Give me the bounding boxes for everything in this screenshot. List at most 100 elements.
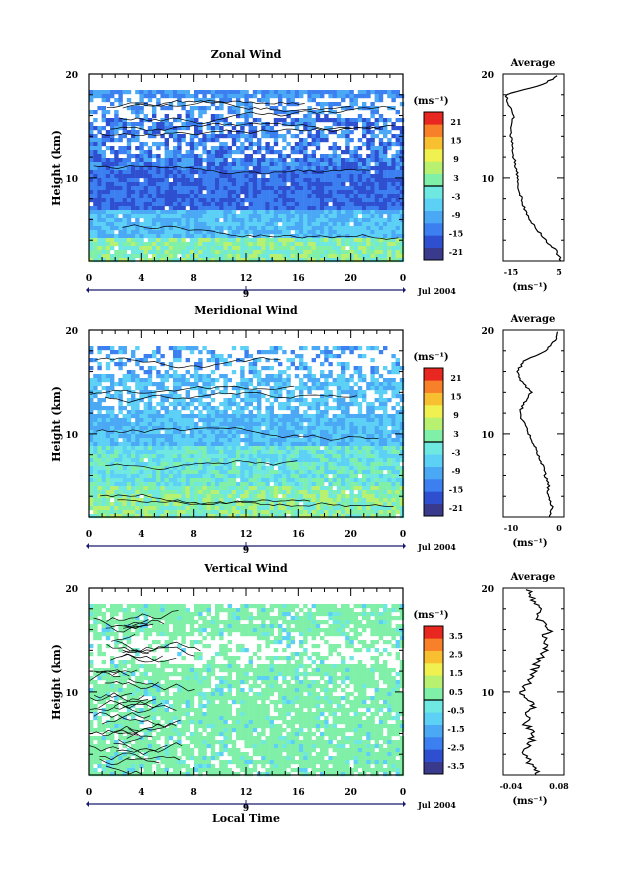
heatmap-cell — [185, 450, 190, 455]
heatmap-cell — [131, 482, 136, 487]
heatmap-cell — [320, 190, 325, 195]
heatmap-cell — [366, 234, 371, 239]
heatmap-cell — [152, 226, 157, 231]
heatmap-cell — [378, 382, 384, 387]
heatmap-cell — [177, 410, 182, 415]
heatmap-cell — [105, 410, 111, 415]
heatmap-cell — [156, 478, 161, 483]
heatmap-cell — [110, 406, 115, 411]
heatmap-cell — [336, 450, 342, 455]
heatmap-cell — [370, 442, 375, 447]
heatmap-cell — [282, 206, 287, 211]
heatmap-cell — [286, 442, 291, 447]
heatmap-cell — [223, 178, 228, 183]
heatmap-cell — [110, 470, 115, 475]
heatmap-cell — [202, 250, 207, 255]
heatmap-cell — [210, 398, 216, 403]
heatmap-cell — [110, 230, 115, 235]
heatmap-cell — [332, 150, 337, 155]
heatmap-cell — [299, 206, 304, 211]
heatmap-cell — [366, 166, 371, 171]
heatmap-cell — [315, 410, 321, 415]
heatmap-cell — [206, 446, 211, 451]
heatmap-cell — [110, 150, 115, 155]
heatmap-cell — [97, 426, 102, 431]
heatmap-cell — [177, 490, 182, 495]
heatmap-cell — [231, 186, 237, 191]
heatmap-cell — [236, 134, 241, 139]
heatmap-cell — [198, 462, 203, 467]
heatmap-cell — [391, 230, 396, 235]
heatmap-cell — [147, 214, 153, 219]
heatmap-cell — [324, 114, 329, 119]
heatmap-cell — [366, 202, 371, 207]
heatmap-cell — [231, 490, 237, 495]
heatmap-cell — [273, 162, 279, 167]
heatmap-cell — [353, 482, 358, 487]
heatmap-cell — [160, 246, 165, 251]
heatmap-cell — [105, 230, 111, 235]
heatmap-cell — [349, 166, 354, 171]
heatmap-cell — [383, 486, 388, 491]
heatmap-cell — [357, 410, 363, 415]
heatmap-cell — [236, 250, 241, 255]
heatmap-cell — [294, 426, 300, 431]
heatmap-cell — [194, 378, 199, 383]
heatmap-cell — [206, 466, 211, 471]
heatmap-cell — [101, 214, 106, 219]
heatmap-cell — [307, 482, 312, 487]
heatmap-cell — [147, 454, 153, 459]
heatmap-cell — [143, 254, 148, 259]
heatmap-cell — [362, 482, 367, 487]
heatmap-cell — [131, 214, 136, 219]
heatmap-cell — [324, 206, 329, 211]
heatmap-cell — [294, 202, 300, 207]
heatmap-cell — [282, 422, 287, 427]
x-tick-label: 16 — [292, 274, 305, 284]
heatmap-cell — [374, 122, 379, 127]
heatmap-cell — [101, 378, 106, 383]
heatmap-cell — [357, 254, 363, 259]
heatmap-cell — [261, 382, 266, 387]
heatmap-cell — [101, 194, 106, 199]
heatmap-cell — [286, 102, 291, 107]
heatmap-cell — [160, 202, 165, 207]
heatmap-cell — [156, 410, 161, 415]
heatmap-cell — [290, 170, 295, 175]
heatmap-cell — [131, 122, 136, 127]
heatmap-cell — [147, 150, 153, 155]
heatmap-cell — [118, 382, 123, 387]
heatmap-cell — [143, 418, 148, 423]
heatmap-cell — [110, 158, 115, 163]
heatmap-cell — [215, 214, 220, 219]
heatmap-cell — [336, 438, 342, 443]
heatmap-cell — [185, 194, 190, 199]
heatmap-cell — [374, 146, 379, 151]
heatmap-cell — [336, 462, 342, 467]
heatmap-cell — [290, 226, 295, 231]
heatmap-cell — [168, 250, 174, 255]
heatmap-cell — [273, 198, 279, 203]
heatmap-cell — [97, 94, 102, 99]
heatmap-cell — [198, 358, 203, 363]
heatmap-cell — [320, 462, 325, 467]
heatmap-cell — [89, 486, 94, 491]
colorbar-segment — [424, 223, 443, 236]
heatmap-cell — [164, 450, 169, 455]
heatmap-cell — [349, 214, 354, 219]
heatmap-cell — [261, 182, 266, 187]
heatmap-cell — [143, 234, 148, 239]
heatmap-cell — [391, 366, 396, 371]
heatmap-cell — [93, 134, 98, 139]
heatmap-cell — [101, 386, 106, 391]
heatmap-cell — [143, 250, 148, 255]
heatmap-cell — [231, 138, 237, 143]
heatmap-cell — [341, 118, 346, 123]
heatmap-cell — [185, 394, 190, 399]
heatmap-cell — [328, 130, 333, 135]
heatmap-cell — [273, 442, 279, 447]
heatmap-cell — [181, 206, 186, 211]
heatmap-cell — [185, 406, 190, 411]
heatmap-cell — [206, 394, 211, 399]
heatmap-cell — [248, 106, 253, 111]
